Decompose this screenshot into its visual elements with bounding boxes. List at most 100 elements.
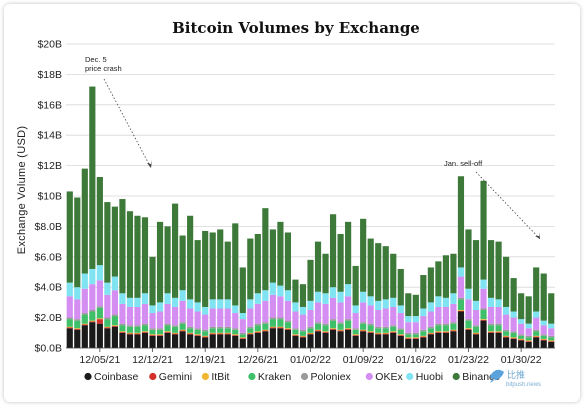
bar-stack (375, 243, 382, 348)
bar-segment-gemini (540, 339, 547, 341)
bar-segment-okex (232, 313, 239, 329)
bar-segment-coinbase (119, 332, 126, 348)
bar-segment-gemini (465, 329, 472, 330)
bar-segment-binance (202, 230, 209, 307)
bar-segment-poloniex (194, 328, 201, 330)
bar-stack (503, 256, 510, 348)
bar-segment-binance (450, 253, 457, 294)
bar-segment-huobi (232, 305, 239, 314)
bar-segment-okex (247, 308, 254, 327)
bar-segment-coinbase (382, 334, 389, 348)
bar-segment-poloniex (247, 326, 254, 329)
chart-frame: Bitcoin Volumes by Exchange $0.0B $2.0B $4… (4, 4, 580, 402)
bar-segment-kraken (119, 325, 126, 332)
bar-segment-poloniex (299, 329, 307, 332)
y-tick-labels: $0.0B $2.0B $4.0B $6.0B $8.0B $10B $12B $14B $16… (35, 39, 62, 355)
bar-segment-gemini (352, 335, 359, 336)
bar-segment-poloniex (314, 322, 322, 324)
bar-stack (487, 240, 495, 348)
bar-segment-poloniex (141, 323, 149, 326)
bar-stack (450, 253, 457, 348)
bar-stack (472, 240, 480, 348)
bar-segment-binance (277, 221, 284, 286)
bar-segment-okex (202, 314, 209, 330)
bar-segment-itbit (495, 331, 502, 333)
bar-segment-gemini (322, 332, 329, 333)
bar-segment-binance (314, 241, 322, 292)
bar-segment-poloniex (465, 319, 472, 321)
bar-segment-gemini (111, 325, 118, 327)
bar-segment-okex (89, 284, 96, 310)
bar-segment-binance (382, 246, 389, 300)
bar-segment-coinbase (495, 332, 502, 348)
bar-segment-okex (420, 316, 427, 330)
bar-segment-binance (217, 229, 224, 300)
bar-segment-gemini (503, 336, 510, 338)
bar-stack (254, 234, 261, 348)
bar-segment-kraken (382, 328, 389, 333)
bar-segment-okex (495, 306, 502, 324)
bar-segment-coinbase (360, 331, 367, 348)
bar-segment-gemini (66, 327, 73, 329)
x-tick-label: 01/09/22 (343, 354, 384, 366)
bar-segment-okex (412, 322, 419, 333)
bar-segment-poloniex (269, 317, 276, 320)
legend-label: Poloniex (311, 371, 352, 383)
bar-segment-poloniex (472, 325, 480, 327)
bar-segment-binance (480, 180, 487, 280)
bar-segment-okex (307, 310, 314, 327)
bar-segment-okex (104, 294, 111, 318)
bar-segment-poloniex (510, 331, 517, 333)
bar-segment-kraken (89, 311, 96, 321)
annotation-arrowhead-dec5 (147, 160, 152, 168)
bar-segment-okex (172, 306, 179, 326)
legend-item-kraken: Kraken (248, 371, 291, 383)
legend-marker (201, 372, 209, 381)
bar-segment-poloniex (548, 335, 555, 338)
y-tick-label: $14B (37, 130, 62, 142)
bar-segment-huobi (382, 299, 389, 309)
bar-segment-gemini (247, 333, 254, 335)
bar-segment-coinbase (89, 322, 96, 348)
bar-stack (194, 240, 201, 348)
bar-segment-huobi (179, 290, 186, 301)
bar-segment-gemini (262, 330, 269, 332)
legend-item-poloniex: Poloniex (300, 371, 352, 383)
bar-segment-itbit (239, 337, 246, 339)
bar-segment-binance (89, 86, 96, 269)
bar-segment-okex (74, 299, 81, 320)
bar-segment-binance (397, 268, 404, 306)
bar-segment-poloniex (74, 319, 81, 321)
bar-segment-binance (435, 261, 442, 297)
bar-segment-coinbase (472, 334, 480, 348)
bar-segment-poloniex (119, 323, 126, 326)
bar-segment-okex (141, 303, 149, 324)
bar-segment-huobi (510, 311, 517, 318)
y-tick-label: $20B (37, 39, 62, 51)
bar-segment-okex (262, 300, 269, 323)
bar-segment-binance (209, 232, 216, 300)
bar-segment-gemini (299, 336, 307, 338)
bar-segment-itbit (262, 329, 269, 331)
bar-segment-itbit (149, 334, 156, 336)
bar-stack (420, 275, 427, 348)
bar-segment-coinbase (487, 332, 495, 348)
bar-segment-okex (518, 323, 525, 335)
y-tick-label: $6.0B (35, 251, 62, 263)
legend-marker (365, 372, 373, 381)
bar-segment-binance (119, 199, 126, 294)
legend-label: Kraken (258, 371, 291, 383)
bar-stack (352, 265, 359, 348)
bar-segment-kraken (337, 323, 344, 330)
bar-segment-kraken (277, 319, 284, 327)
bar-stack (525, 296, 532, 348)
bar-segment-huobi (367, 296, 374, 306)
bar-segment-coinbase (533, 337, 540, 348)
bar-segment-poloniex (480, 308, 487, 310)
bar-segment-itbit (179, 329, 186, 331)
bar-segment-poloniex (217, 326, 224, 329)
bar-segment-binance (134, 215, 141, 298)
bar-stack (337, 234, 344, 348)
legend-item-itbit: ItBit (201, 371, 230, 383)
legend-item-gemini: Gemini (149, 371, 192, 383)
